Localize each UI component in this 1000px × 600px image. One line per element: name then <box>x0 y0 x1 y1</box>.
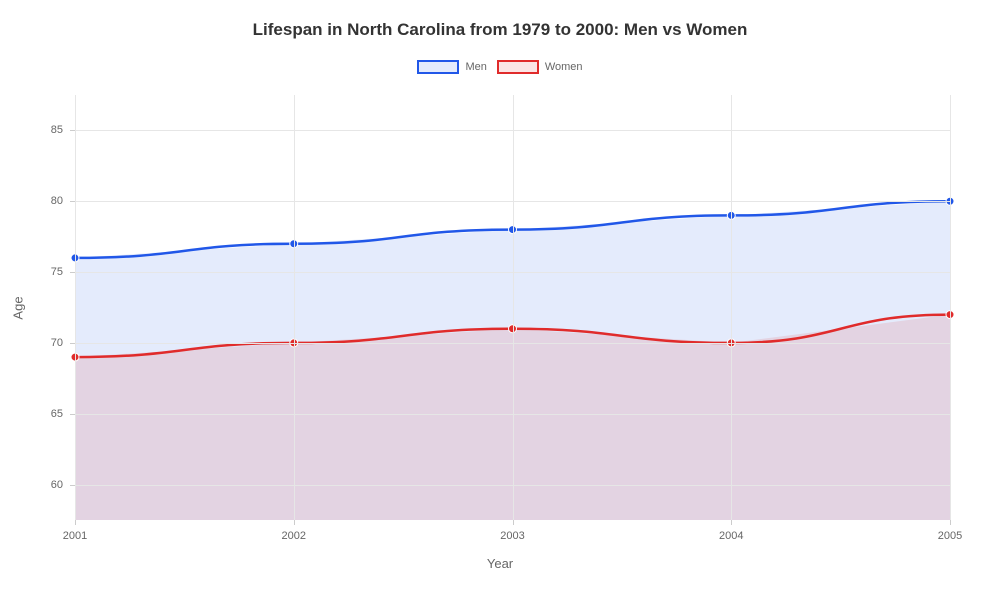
legend-label-men: Men <box>465 61 486 73</box>
x-tick-label: 2005 <box>938 530 962 542</box>
x-tick-label: 2004 <box>719 530 743 542</box>
y-tick-label: 80 <box>51 195 63 207</box>
axis-title-y: Age <box>11 296 26 319</box>
axis-title-x: Year <box>0 556 1000 571</box>
legend-swatch-women <box>497 60 539 74</box>
legend-item-men[interactable]: Men <box>417 60 486 74</box>
legend-swatch-men <box>417 60 459 74</box>
chart-title: Lifespan in North Carolina from 1979 to … <box>0 20 1000 40</box>
y-tick-label: 75 <box>51 266 63 278</box>
chart-container: Lifespan in North Carolina from 1979 to … <box>0 0 1000 600</box>
legend-label-women: Women <box>545 61 583 73</box>
plot-area: 60657075808520012002200320042005 <box>75 95 950 520</box>
y-tick-label: 60 <box>51 479 63 491</box>
y-tick-label: 85 <box>51 124 63 136</box>
legend: Men Women <box>0 60 1000 74</box>
y-tick-label: 65 <box>51 408 63 420</box>
legend-item-women[interactable]: Women <box>497 60 583 74</box>
x-tick-label: 2002 <box>282 530 306 542</box>
y-tick-label: 70 <box>51 337 63 349</box>
x-tick-label: 2003 <box>500 530 524 542</box>
x-tick-label: 2001 <box>63 530 87 542</box>
